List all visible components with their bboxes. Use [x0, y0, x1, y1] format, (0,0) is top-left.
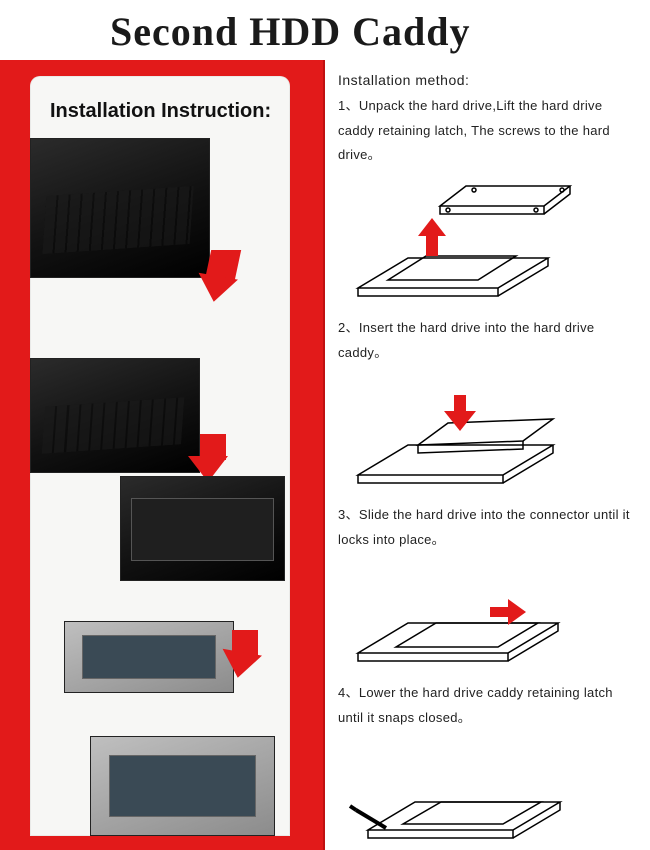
diagram-step-1	[348, 178, 578, 308]
photo-step-1-laptop	[30, 138, 210, 278]
step-3-body: Slide the hard drive into the connector …	[338, 507, 630, 547]
photo-step-2-optical-drive	[120, 476, 285, 581]
page: Second HDD Caddy Installation Instructio…	[0, 0, 650, 850]
photo-step-4-caddy-top	[90, 736, 275, 836]
step-1-text: 1、Unpack the hard drive,Lift the hard dr…	[338, 94, 638, 168]
right-column: Installation method: 1、Unpack the hard d…	[338, 72, 638, 842]
step-1-num: 1、	[338, 98, 359, 113]
product-title: Second HDD Caddy	[110, 8, 471, 55]
instruction-heading: Installation Instruction:	[50, 100, 271, 123]
diagram-step-4	[348, 740, 578, 850]
photo-step-3-caddy-side	[64, 621, 234, 693]
step-3-text: 3、Slide the hard drive into the connecto…	[338, 503, 638, 552]
photo-step-2-laptop	[30, 358, 200, 473]
step-3-num: 3、	[338, 507, 359, 522]
step-4-body: Lower the hard drive caddy retaining lat…	[338, 685, 613, 725]
step-4-num: 4、	[338, 685, 359, 700]
step-2-body: Insert the hard drive into the hard driv…	[338, 320, 594, 360]
left-white-panel: Installation Instruction:	[30, 76, 290, 836]
step-4-text: 4、Lower the hard drive caddy retaining l…	[338, 681, 638, 730]
diagram-step-3	[348, 563, 578, 673]
step-2-num: 2、	[338, 320, 359, 335]
step-1-body: Unpack the hard drive,Lift the hard driv…	[338, 98, 610, 162]
step-2-text: 2、Insert the hard drive into the hard dr…	[338, 316, 638, 365]
method-title: Installation method:	[338, 72, 638, 88]
diagram-step-2	[348, 375, 578, 495]
